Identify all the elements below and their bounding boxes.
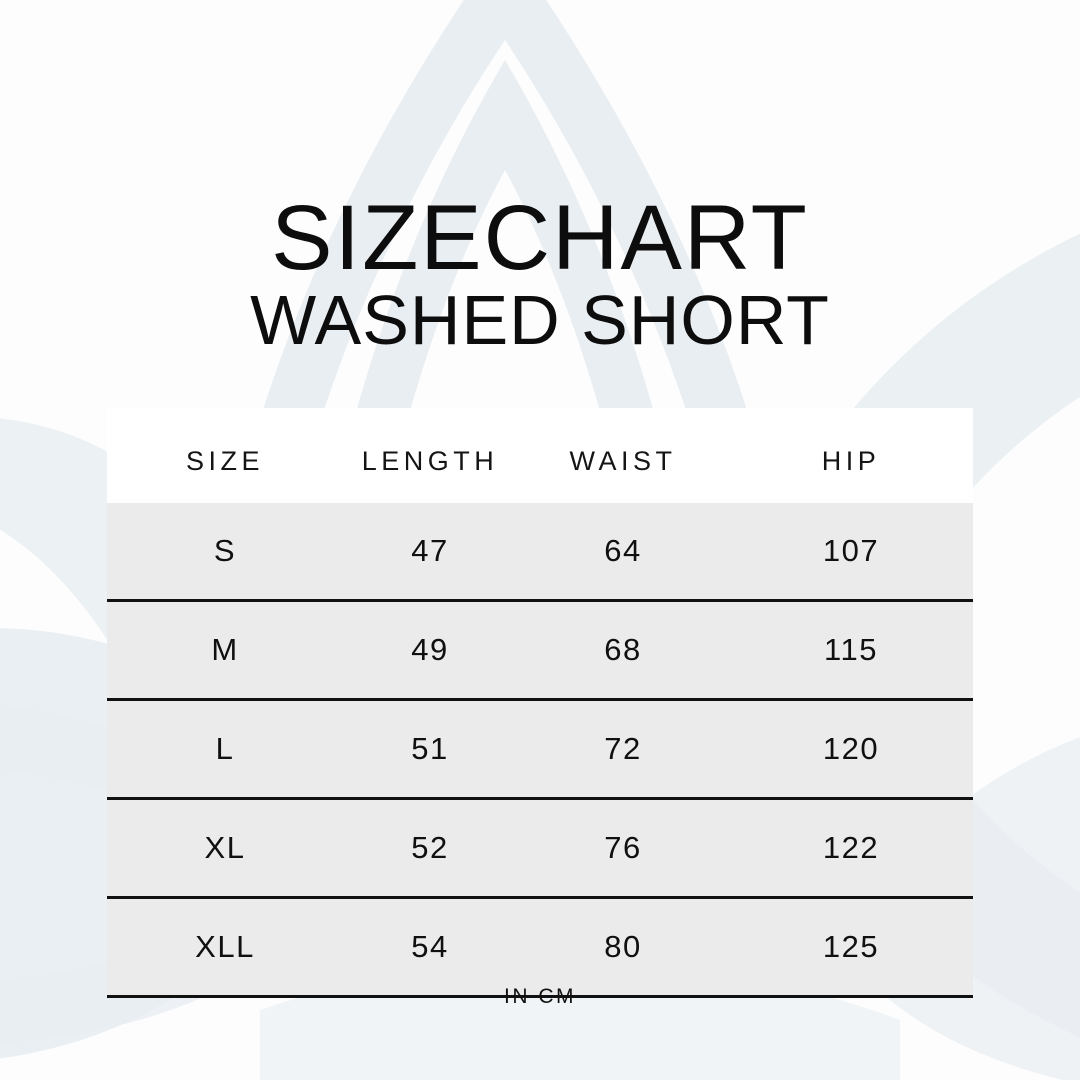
- cell-size: XL: [107, 798, 343, 899]
- cell-waist: 68: [517, 600, 729, 701]
- size-table: SIZE LENGTH WAIST HIP S 47 64 107 M: [107, 408, 973, 998]
- table-row: S 47 64 107: [107, 503, 973, 602]
- size-table-header: SIZE LENGTH WAIST HIP: [107, 408, 973, 503]
- cell-hip: 125: [729, 897, 973, 998]
- page-subtitle: WASHED SHORT: [250, 280, 830, 359]
- cell-waist: 64: [517, 503, 729, 602]
- cell-size: S: [107, 503, 343, 602]
- page-title: SIZECHART: [271, 187, 809, 289]
- cell-waist: 76: [517, 798, 729, 899]
- cell-hip: 120: [729, 699, 973, 800]
- table-row: XL 52 76 122: [107, 798, 973, 899]
- cell-length: 52: [343, 798, 517, 899]
- column-header-length: LENGTH: [343, 408, 517, 503]
- table-row: XLL 54 80 125: [107, 897, 973, 998]
- cell-length: 51: [343, 699, 517, 800]
- cell-length: 47: [343, 503, 517, 602]
- size-table-body: S 47 64 107 M 49 68 115 L 51 72: [107, 503, 973, 998]
- title-block: SIZECHART WASHED SHORT: [0, 187, 1080, 359]
- column-header-size: SIZE: [107, 408, 343, 503]
- size-table-wrapper: SIZE LENGTH WAIST HIP S 47 64 107 M: [107, 408, 973, 998]
- cell-size: XLL: [107, 897, 343, 998]
- header-row: SIZE LENGTH WAIST HIP: [107, 408, 973, 503]
- cell-length: 54: [343, 897, 517, 998]
- column-header-hip: HIP: [729, 408, 973, 503]
- column-header-waist: WAIST: [517, 408, 729, 503]
- table-row: L 51 72 120: [107, 699, 973, 800]
- cell-size: L: [107, 699, 343, 800]
- cell-hip: 115: [729, 600, 973, 701]
- cell-length: 49: [343, 600, 517, 701]
- cell-hip: 107: [729, 503, 973, 602]
- table-row: M 49 68 115: [107, 600, 973, 701]
- cell-waist: 72: [517, 699, 729, 800]
- unit-footnote: IN CM: [504, 985, 576, 1008]
- cell-size: M: [107, 600, 343, 701]
- cell-waist: 80: [517, 897, 729, 998]
- cell-hip: 122: [729, 798, 973, 899]
